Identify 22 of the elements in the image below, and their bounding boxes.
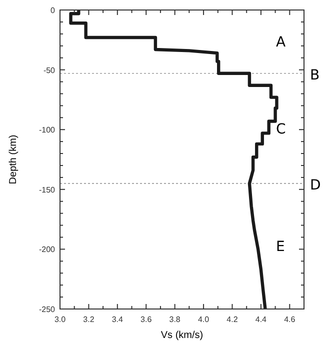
x-tick-label: 3.4 xyxy=(112,315,124,324)
y-axis-title: Depth (km) xyxy=(8,134,19,184)
y-tick-label: -100 xyxy=(38,126,56,135)
ref-line-label: D xyxy=(310,177,321,194)
y-tick-label: -50 xyxy=(43,66,56,75)
x-tick-label: 3.8 xyxy=(169,315,181,324)
ref-line-label: B xyxy=(310,67,320,84)
x-axis-title: Vs (km/s) xyxy=(160,330,204,341)
x-tick-label: 4.2 xyxy=(226,315,238,324)
annotation: A xyxy=(276,34,286,51)
annotation: C xyxy=(276,121,286,138)
x-tick-label: 4.6 xyxy=(284,315,296,324)
y-tick-label: -150 xyxy=(38,185,56,194)
x-tick-label: 3.0 xyxy=(54,315,66,324)
x-tick-label: 4.4 xyxy=(255,315,268,324)
y-tick-label: 0 xyxy=(50,6,56,15)
y-tick-label: -250 xyxy=(38,305,56,314)
x-tick-label: 3.6 xyxy=(140,315,152,324)
annotation: E xyxy=(276,239,285,256)
x-tick-label: 4.0 xyxy=(198,315,210,324)
x-tick-label: 3.2 xyxy=(83,315,95,324)
y-tick-label: -200 xyxy=(38,245,56,254)
